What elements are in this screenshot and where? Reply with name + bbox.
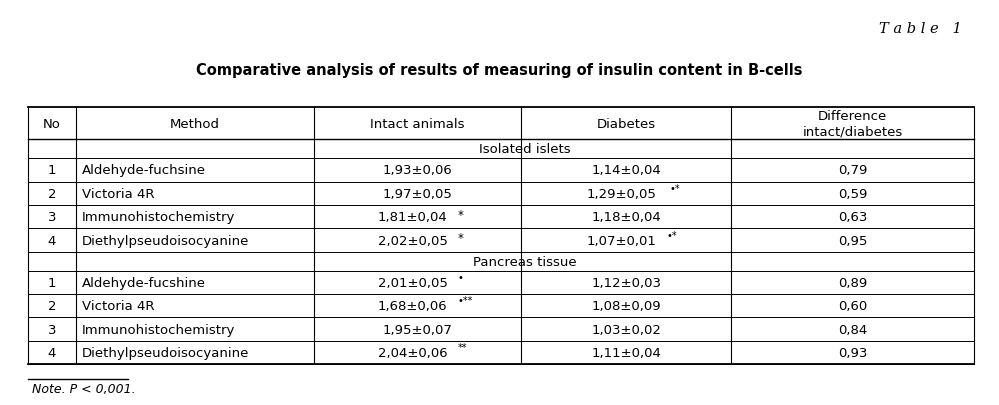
- Text: Isolated islets: Isolated islets: [480, 143, 570, 156]
- Text: 0,84: 0,84: [838, 323, 867, 336]
- Text: 1,81±0,04: 1,81±0,04: [378, 211, 448, 224]
- Text: Comparative analysis of results of measuring of insulin content in B-cells: Comparative analysis of results of measu…: [196, 63, 803, 78]
- Text: 4: 4: [48, 234, 56, 247]
- Text: •: •: [458, 272, 464, 282]
- Text: 0,93: 0,93: [838, 346, 867, 359]
- Text: Diethylpseudoisocyanine: Diethylpseudoisocyanine: [82, 346, 250, 359]
- Text: 3: 3: [48, 211, 56, 224]
- Text: **: **: [458, 343, 468, 352]
- Text: 1: 1: [48, 276, 56, 289]
- Text: •*: •*: [669, 183, 680, 194]
- Text: Aldehyde-fuchsine: Aldehyde-fuchsine: [82, 164, 206, 177]
- Text: 1,68±0,06: 1,68±0,06: [378, 300, 448, 313]
- Text: Pancreas tissue: Pancreas tissue: [474, 255, 576, 268]
- Text: 0,79: 0,79: [838, 164, 867, 177]
- Text: 2,02±0,05: 2,02±0,05: [378, 234, 448, 247]
- Text: 1,03±0,02: 1,03±0,02: [591, 323, 661, 336]
- Text: 2: 2: [48, 300, 56, 313]
- Text: 2: 2: [48, 188, 56, 200]
- Text: 1,93±0,06: 1,93±0,06: [383, 164, 453, 177]
- Text: 4: 4: [48, 346, 56, 359]
- Text: 3: 3: [48, 323, 56, 336]
- Text: 0,95: 0,95: [838, 234, 867, 247]
- Text: Victoria 4R: Victoria 4R: [82, 188, 155, 200]
- Text: 0,63: 0,63: [838, 211, 867, 224]
- Text: •**: •**: [458, 296, 473, 306]
- Text: *: *: [458, 208, 464, 221]
- Text: No: No: [43, 117, 61, 130]
- Text: Immunohistochemistry: Immunohistochemistry: [82, 323, 236, 336]
- Text: 2,01±0,05: 2,01±0,05: [378, 276, 448, 289]
- Text: 0,59: 0,59: [838, 188, 867, 200]
- Text: Victoria 4R: Victoria 4R: [82, 300, 155, 313]
- Text: 1,12±0,03: 1,12±0,03: [591, 276, 661, 289]
- Text: 1,08±0,09: 1,08±0,09: [591, 300, 661, 313]
- Text: *: *: [458, 232, 464, 245]
- Text: Diabetes: Diabetes: [596, 117, 656, 130]
- Text: 1,14±0,04: 1,14±0,04: [591, 164, 661, 177]
- Text: Note. P < 0,001.: Note. P < 0,001.: [32, 382, 136, 395]
- Text: 1,95±0,07: 1,95±0,07: [383, 323, 453, 336]
- Text: Aldehyde-fucshine: Aldehyde-fucshine: [82, 276, 206, 289]
- Text: 1,11±0,04: 1,11±0,04: [591, 346, 661, 359]
- Text: T a b l e   1: T a b l e 1: [879, 22, 962, 36]
- Text: 1,07±0,01: 1,07±0,01: [586, 234, 656, 247]
- Text: •*: •*: [666, 230, 677, 240]
- Text: Immunohistochemistry: Immunohistochemistry: [82, 211, 236, 224]
- Text: 0,89: 0,89: [838, 276, 867, 289]
- Text: Intact animals: Intact animals: [371, 117, 465, 130]
- Text: 0,60: 0,60: [838, 300, 867, 313]
- Text: 1,18±0,04: 1,18±0,04: [591, 211, 661, 224]
- Text: 1,97±0,05: 1,97±0,05: [383, 188, 453, 200]
- Text: Diethylpseudoisocyanine: Diethylpseudoisocyanine: [82, 234, 250, 247]
- Text: 2,04±0,06: 2,04±0,06: [378, 346, 448, 359]
- Text: Method: Method: [170, 117, 220, 130]
- Text: 1,29±0,05: 1,29±0,05: [586, 188, 656, 200]
- Text: Difference
intact/diabetes: Difference intact/diabetes: [802, 110, 903, 138]
- Text: 1: 1: [48, 164, 56, 177]
